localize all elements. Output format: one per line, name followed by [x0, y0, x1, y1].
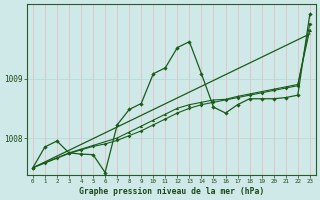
X-axis label: Graphe pression niveau de la mer (hPa): Graphe pression niveau de la mer (hPa)	[79, 187, 264, 196]
